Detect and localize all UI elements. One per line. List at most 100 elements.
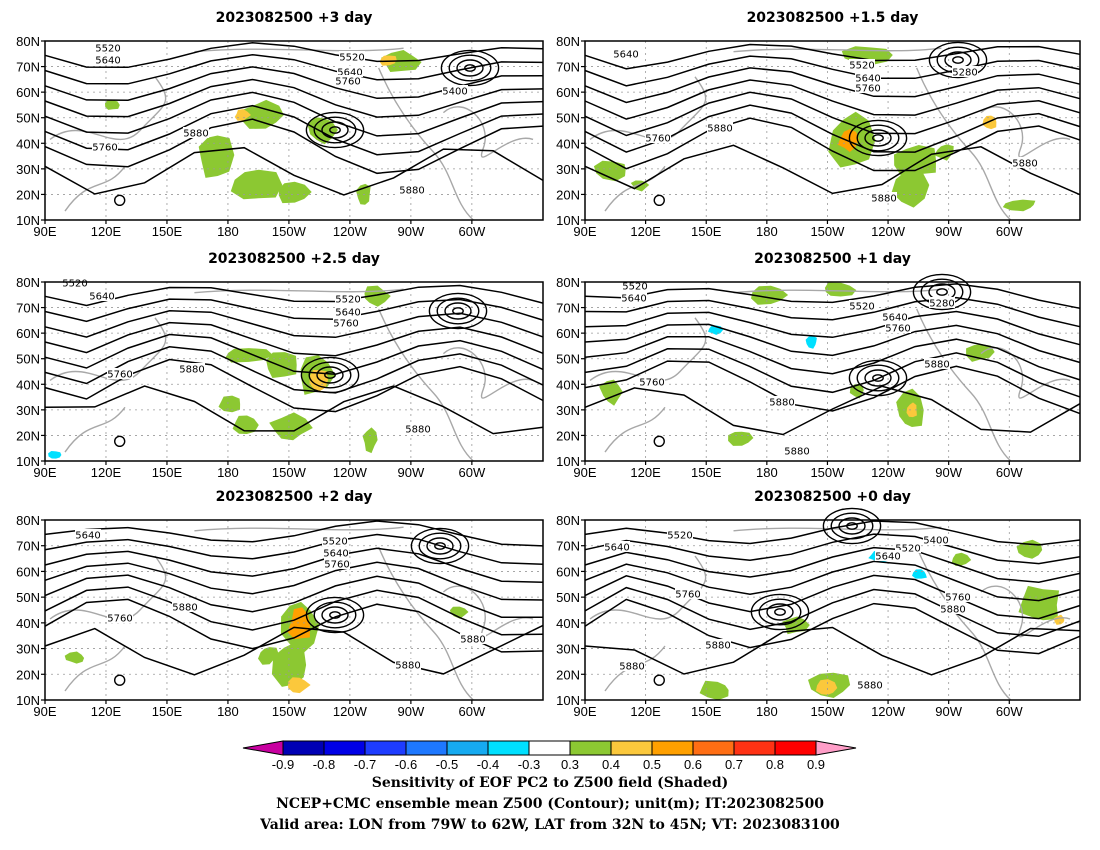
contour-label-bg — [89, 290, 115, 301]
lon-tick-label: 180 — [217, 465, 239, 480]
coastline — [733, 288, 942, 294]
contour-label-bg — [335, 306, 361, 317]
z500-contour-line — [584, 348, 1081, 398]
z500-contour-line — [584, 560, 1081, 602]
colorbar-tick-label: -0.8 — [313, 757, 335, 772]
z500-contour-line — [44, 53, 544, 85]
z500-contour-line — [44, 104, 544, 156]
contour-label: 5640 — [95, 56, 120, 67]
contour-label-bg — [442, 85, 468, 96]
lon-tick-label: 120W — [871, 465, 906, 480]
lat-tick-label: 40N — [556, 136, 580, 151]
lon-tick-label: 150E — [152, 465, 183, 480]
contour-label-bg — [705, 639, 731, 650]
z500-contour-line — [584, 546, 1081, 583]
lon-tick-label: 90E — [573, 704, 596, 719]
lat-tick-label: 40N — [16, 616, 40, 631]
contour-label-bg — [604, 541, 630, 552]
lon-tick-label: 120E — [630, 224, 661, 239]
lon-tick-label: 90E — [573, 465, 596, 480]
closed-contour-ring — [766, 603, 794, 621]
colorbar-swatch — [569, 740, 612, 756]
lat-tick-label: 80N — [16, 34, 40, 49]
lat-tick-label: 70N — [16, 301, 40, 316]
coastline — [589, 555, 707, 620]
closed-contour-ring — [830, 512, 874, 540]
lon-tick-label: 90W — [935, 224, 962, 239]
colorbar-low-end-triangle — [242, 740, 284, 756]
panel-title: 2023082500 +1 day — [754, 251, 911, 267]
lat-tick-label: 60N — [16, 564, 40, 579]
lon-tick-label: 150E — [691, 704, 722, 719]
lon-tick-label: 90W — [398, 224, 425, 239]
lat-tick-label: 30N — [16, 403, 40, 418]
coastline — [378, 546, 474, 701]
contour-label-bg — [924, 358, 950, 369]
contour-label: 5640 — [337, 68, 362, 79]
closed-contour-ring — [856, 124, 900, 152]
map-panel-2: 56405520564057605280576058805880588080N7… — [556, 10, 1081, 239]
contour-label-bg — [923, 534, 949, 545]
z500-contour-line — [44, 284, 544, 307]
coastline — [916, 308, 1012, 462]
closed-contour-ring — [426, 537, 454, 555]
contour-label: 5880 — [395, 661, 420, 672]
closed-contour-ring — [324, 371, 336, 379]
z500-contour-line — [44, 574, 544, 619]
lat-tick-label: 20N — [16, 428, 40, 443]
lat-tick-label: 20N — [16, 187, 40, 202]
contour-label: 5640 — [613, 50, 638, 61]
panel-title: 2023082500 +1.5 day — [747, 10, 919, 26]
coastline — [194, 526, 404, 532]
contour-label-bg — [323, 547, 349, 558]
contour-label: 5880 — [705, 641, 730, 652]
closed-contour-ring — [848, 359, 908, 397]
lat-tick-label: 20N — [16, 667, 40, 682]
contour-label-bg — [75, 529, 101, 540]
colorbar-swatch — [405, 740, 448, 756]
coastline — [194, 47, 404, 53]
colorbar-high-end-triangle — [815, 740, 857, 756]
contour-label: 5520 — [95, 44, 120, 55]
colorbar-swatch — [610, 740, 653, 756]
z500-contour-line — [584, 586, 1081, 638]
sensitivity-shading-blob — [824, 282, 857, 297]
closed-contour-ring — [448, 54, 492, 82]
closed-contour-ring — [410, 527, 470, 565]
lat-tick-label: 40N — [556, 616, 580, 631]
lon-tick-label: 60W — [458, 224, 485, 239]
lat-tick-label: 40N — [556, 377, 580, 392]
lon-tick-label: 60W — [996, 224, 1023, 239]
contour-label: 5880 — [871, 194, 896, 205]
contour-label-bg — [645, 132, 671, 143]
z500-contour-line — [584, 323, 1081, 364]
closed-contour-ring — [434, 542, 446, 550]
closed-contour-ring — [329, 611, 341, 619]
contour-label-bg — [183, 127, 209, 138]
lat-tick-label: 60N — [16, 85, 40, 100]
contour-label-bg — [324, 558, 350, 569]
lat-tick-label: 30N — [16, 162, 40, 177]
closed-contour-ring — [418, 532, 462, 560]
contour-label-bg — [667, 529, 693, 540]
contour-label: 5880 — [940, 605, 965, 616]
lon-tick-label: 60W — [996, 465, 1023, 480]
coastline — [378, 67, 474, 221]
closed-contour-ring — [872, 134, 884, 142]
sensitivity-shading-blob — [258, 647, 279, 665]
contour-label: 5520 — [339, 53, 364, 64]
contour-label: 5640 — [89, 292, 114, 303]
closed-contour-ring — [428, 292, 488, 330]
lat-tick-label: 10N — [16, 454, 40, 469]
lat-tick-label: 60N — [556, 85, 580, 100]
z500-contour-line — [584, 360, 1081, 415]
contour-label-bg — [882, 311, 908, 322]
sensitivity-shading-blob — [951, 552, 972, 566]
sensitivity-shading-blob — [48, 451, 62, 459]
map-background — [585, 520, 1080, 700]
lon-tick-label: 60W — [458, 704, 485, 719]
lon-tick-label: 150W — [810, 465, 845, 480]
panel-title: 2023082500 +3 day — [216, 10, 373, 26]
lat-tick-label: 50N — [16, 352, 40, 367]
sensitivity-shading-blob — [232, 415, 259, 434]
